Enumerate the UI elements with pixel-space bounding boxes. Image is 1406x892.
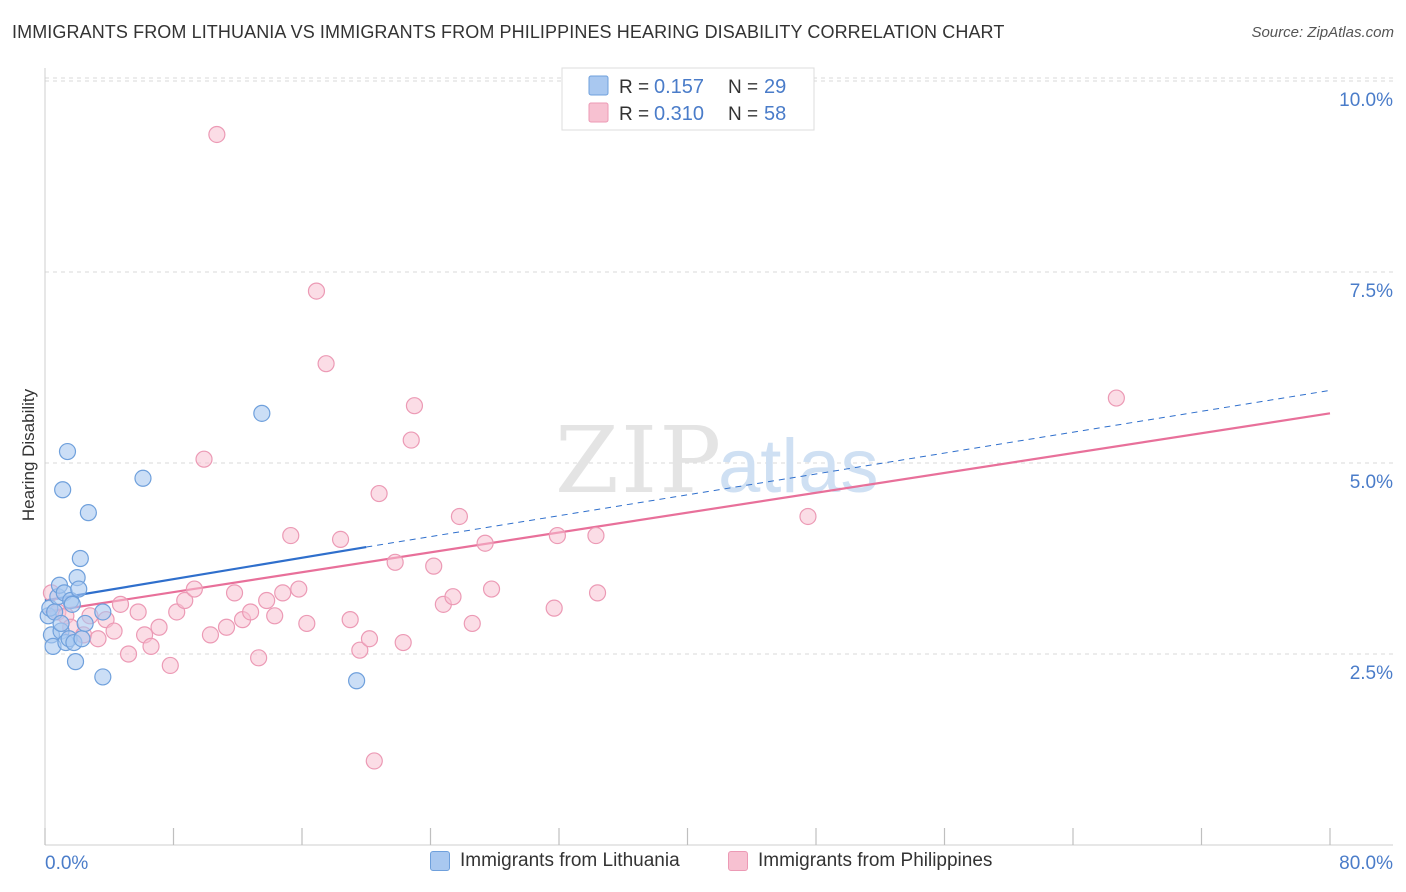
point-philippines xyxy=(587,526,605,545)
point-philippines xyxy=(370,484,388,503)
y-tick-label: 2.5% xyxy=(1350,663,1393,684)
chart-title: IMMIGRANTS FROM LITHUANIA VS IMMIGRANTS … xyxy=(12,22,1005,42)
point-philippines xyxy=(89,630,107,648)
y-tick-label: 5.0% xyxy=(1350,472,1393,493)
point-philippines xyxy=(386,553,404,571)
point-philippines xyxy=(402,431,420,449)
legend-box: R = 0.157 N = 29 R = 0.310 N = 58 xyxy=(561,67,815,131)
point-philippines xyxy=(548,526,566,545)
watermark-zip: ZIP xyxy=(555,407,723,514)
legend-n-value-lithuania: 29 xyxy=(764,76,786,98)
point-philippines xyxy=(307,282,326,300)
point-philippines xyxy=(545,599,563,617)
point-philippines xyxy=(425,557,443,575)
point-philippines xyxy=(119,645,138,663)
point-philippines xyxy=(476,534,494,552)
legend-swatch-lithuania xyxy=(588,75,609,96)
y-tick-label: 7.5% xyxy=(1350,281,1393,302)
trend-lines xyxy=(44,389,1331,614)
point-philippines xyxy=(282,526,300,545)
point-philippines xyxy=(250,649,268,667)
point-philippines xyxy=(482,580,501,598)
legend-n-value-philippines: 58 xyxy=(764,103,786,125)
point-philippines xyxy=(150,618,168,636)
point-philippines xyxy=(105,622,123,640)
point-philippines xyxy=(341,611,359,629)
legend-n-label-lithuania: N = xyxy=(728,77,758,98)
point-philippines xyxy=(331,530,350,549)
x-tick-label: 0.0% xyxy=(45,853,88,874)
point-philippines xyxy=(266,607,284,625)
legend-label-philippines: Immigrants from Philippines xyxy=(758,850,993,871)
point-lithuania xyxy=(134,469,152,487)
point-lithuania xyxy=(348,672,366,690)
legend-swatch-lithuania-bottom xyxy=(430,851,450,871)
legend-r-label-lithuania: R = xyxy=(619,77,649,98)
point-lithuania xyxy=(58,442,77,461)
point-philippines xyxy=(405,397,424,415)
point-lithuania xyxy=(54,481,72,499)
point-philippines xyxy=(195,450,213,468)
point-lithuania xyxy=(94,603,112,621)
point-philippines xyxy=(176,591,194,610)
point-lithuania xyxy=(71,549,89,568)
legend-r-value-lithuania: 0.157 xyxy=(654,76,704,98)
point-philippines xyxy=(242,603,260,621)
point-philippines xyxy=(1107,389,1125,407)
legend-swatch-philippines xyxy=(588,102,609,123)
trend-line-lithuania xyxy=(44,545,367,602)
point-philippines xyxy=(274,584,292,602)
point-lithuania xyxy=(253,404,271,422)
watermark: ZIP atlas xyxy=(555,407,879,514)
x-tick-label: 80.0% xyxy=(1339,853,1393,874)
point-philippines xyxy=(463,614,481,633)
point-philippines xyxy=(450,507,469,526)
point-philippines xyxy=(394,633,412,652)
legend-bottom: Immigrants from Lithuania Immigrants fro… xyxy=(0,850,1406,880)
point-philippines xyxy=(258,591,276,610)
data-points xyxy=(39,125,1125,770)
legend-r-value-philippines: 0.310 xyxy=(654,103,704,125)
source-label: Source: ZipAtlas.com xyxy=(1251,24,1394,41)
legend-r-label-philippines: R = xyxy=(619,104,649,125)
legend-swatch-philippines-bottom xyxy=(728,851,748,871)
point-philippines xyxy=(208,125,226,144)
point-philippines xyxy=(129,603,147,621)
legend-item-lithuania[interactable]: Immigrants from Lithuania xyxy=(430,850,680,872)
trend-line-philippines xyxy=(44,412,1331,614)
point-philippines xyxy=(111,595,130,613)
point-philippines xyxy=(217,618,236,636)
point-lithuania xyxy=(63,595,81,613)
point-philippines xyxy=(201,626,220,644)
legend-item-philippines[interactable]: Immigrants from Philippines xyxy=(728,850,992,872)
point-lithuania xyxy=(94,668,112,686)
tick-labels: 2.5% 5.0% 7.5% 10.0% 0.0% 80.0% xyxy=(45,90,1393,874)
point-philippines xyxy=(365,752,383,770)
point-philippines xyxy=(588,584,607,602)
point-lithuania xyxy=(52,614,70,633)
point-lithuania xyxy=(73,630,91,648)
legend-n-label-philippines: N = xyxy=(728,104,758,125)
point-lithuania xyxy=(76,614,94,633)
y-tick-label: 10.0% xyxy=(1339,90,1393,111)
point-philippines xyxy=(142,637,160,655)
point-philippines xyxy=(444,588,462,606)
point-philippines xyxy=(161,656,179,675)
legend-label-lithuania: Immigrants from Lithuania xyxy=(460,850,680,871)
point-philippines xyxy=(799,507,817,526)
point-philippines xyxy=(225,584,244,602)
axes xyxy=(44,68,1393,846)
y-axis-label: Hearing Disability xyxy=(19,388,38,521)
point-philippines xyxy=(317,355,335,373)
trend-line-lithuania-extrapolated xyxy=(366,389,1331,548)
point-philippines xyxy=(360,630,379,648)
point-philippines xyxy=(351,641,369,659)
point-lithuania xyxy=(70,580,88,598)
point-philippines xyxy=(290,580,308,598)
point-lithuania xyxy=(79,504,97,522)
point-philippines xyxy=(298,614,316,633)
point-lithuania xyxy=(66,653,85,671)
point-philippines xyxy=(185,580,203,598)
